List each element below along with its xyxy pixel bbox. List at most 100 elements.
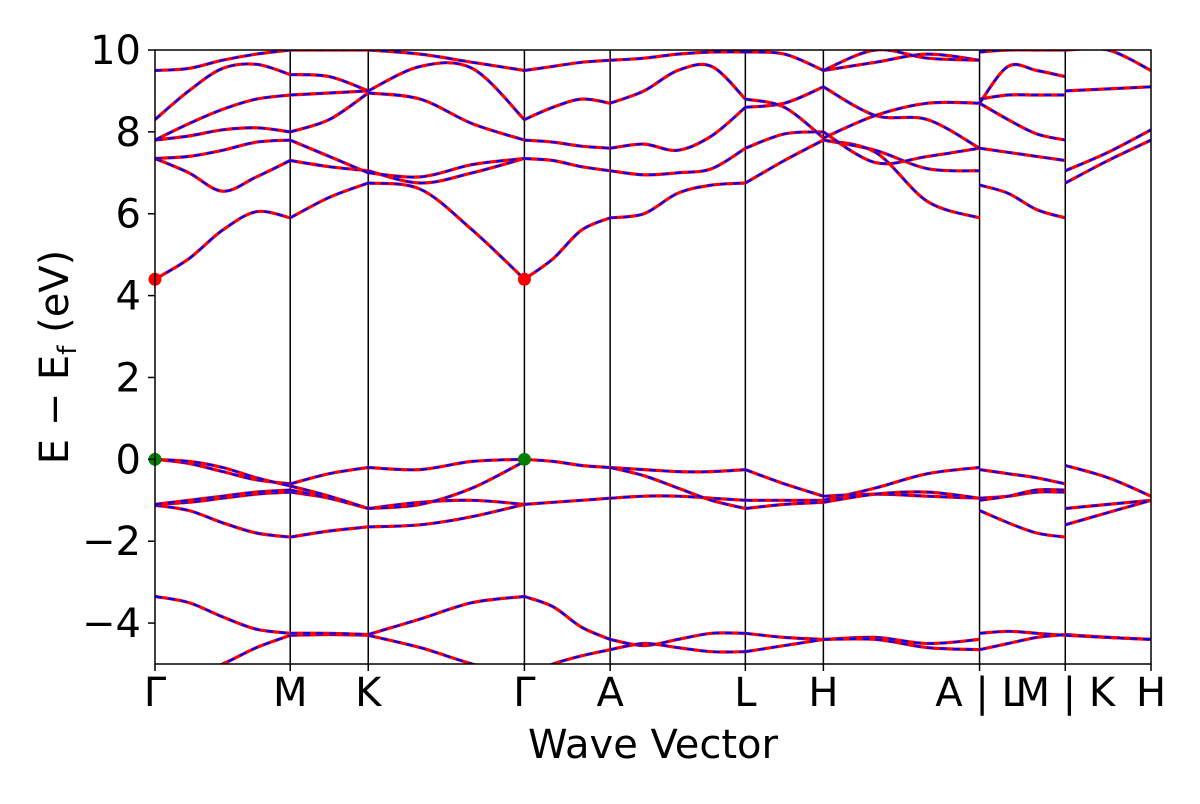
band-line	[289, 91, 370, 134]
band-line-overlay	[367, 634, 477, 664]
band-line-overlay	[290, 525, 369, 539]
y-axis-label: E − Ef (eV)	[32, 250, 83, 465]
band-line-overlay	[155, 491, 291, 506]
y-tick-label: 6	[116, 192, 141, 238]
band-line	[523, 594, 611, 641]
band-line-overlay	[1065, 634, 1151, 641]
band-line	[979, 183, 1066, 220]
band-line	[609, 106, 747, 153]
band-line-overlay	[289, 92, 369, 133]
x-tick-label: Γ	[513, 670, 536, 716]
band-line	[609, 181, 746, 220]
band-line-overlay	[745, 85, 824, 109]
band-line	[155, 209, 291, 281]
band-line-overlay	[368, 503, 525, 528]
band-line-overlay	[745, 501, 824, 510]
band-line	[822, 85, 981, 150]
x-tick-label: A | L	[935, 670, 1024, 716]
band-line-overlay	[610, 466, 746, 473]
band-line-overlay	[524, 497, 611, 506]
plot-frame	[154, 49, 1152, 665]
band-line-overlay	[155, 595, 291, 635]
band-line-overlay	[155, 210, 291, 281]
band-line-overlay	[290, 632, 369, 636]
band-line-overlay	[155, 458, 291, 487]
band-line	[1064, 138, 1151, 185]
x-axis: Γ M K Γ A L H A | LM | K H	[144, 664, 1166, 716]
band-line-overlay	[368, 458, 525, 471]
y-axis-label-unit: (eV)	[32, 250, 78, 346]
band-line-overlay	[823, 636, 980, 645]
band-line-overlay	[823, 493, 980, 500]
band-line-overlay	[523, 97, 611, 121]
band-line-overlay	[367, 595, 525, 636]
band-line	[155, 62, 291, 121]
band-line	[1065, 50, 1151, 72]
band-line	[609, 62, 747, 105]
x-tick-label: M | K	[1015, 670, 1116, 716]
band-line-overlay	[368, 157, 525, 179]
band-line-overlay	[1065, 464, 1151, 498]
band-line-overlay	[155, 458, 291, 485]
x-axis-label: Wave Vector	[528, 722, 779, 768]
band-line-overlay	[367, 61, 526, 121]
x-tick-label: L	[734, 670, 757, 716]
band-line	[155, 503, 291, 539]
band-line-overlay	[289, 484, 369, 510]
band-line	[745, 85, 825, 109]
band-line-overlay	[610, 494, 746, 502]
y-tick-label: 8	[116, 110, 141, 156]
band-line-overlay	[1065, 50, 1151, 72]
band-line	[978, 101, 1066, 142]
band-line	[823, 138, 980, 173]
band-line-overlay	[979, 184, 1066, 219]
band-line-overlay	[822, 85, 981, 150]
y-tick-label: 2	[116, 355, 141, 401]
band-line-overlay	[823, 139, 980, 172]
band-line-overlay	[368, 50, 525, 72]
band-line-overlay	[368, 460, 525, 510]
x-tick-label: A	[596, 670, 624, 716]
band-line-overlay	[155, 50, 291, 72]
band-line	[368, 181, 526, 281]
band-line-overlay	[978, 102, 1066, 142]
band-line	[1064, 463, 1151, 498]
band-line	[155, 157, 291, 193]
band-line	[367, 594, 525, 637]
band-line-overlay	[155, 504, 291, 539]
x-tick-label: K	[355, 670, 383, 716]
band-line-overlay	[609, 642, 746, 654]
band-line-overlay	[219, 634, 291, 664]
band-line	[523, 97, 611, 122]
band-line-overlay	[1064, 128, 1151, 172]
band-line-overlay	[289, 466, 369, 485]
band-line-overlay	[978, 63, 1066, 104]
band-line-overlay	[1065, 499, 1151, 526]
band-line	[155, 594, 291, 635]
band-line-overlay	[822, 101, 980, 140]
band-line-overlay	[822, 130, 980, 165]
band-line-overlay	[823, 490, 980, 504]
band-line-overlay	[744, 139, 824, 184]
band-line-overlay	[155, 93, 291, 142]
x-tick-label: M	[273, 670, 308, 716]
band-line-overlay	[368, 499, 525, 510]
band-line-overlay	[609, 147, 746, 176]
band-line-overlay	[524, 139, 611, 150]
band-line-overlay	[979, 509, 1066, 539]
band-line-overlay	[609, 181, 746, 219]
band-lines	[155, 50, 1151, 664]
band-line	[524, 156, 611, 173]
band-line-overlay	[979, 147, 1066, 162]
band-line-overlay	[823, 637, 980, 651]
extrema-markers	[148, 272, 531, 466]
x-tick-label: H	[808, 670, 838, 716]
band-line-overlay	[368, 181, 526, 281]
band-line	[979, 50, 1066, 54]
band-line-overlay	[289, 139, 369, 174]
band-line	[978, 509, 1066, 539]
band-line-overlay	[822, 50, 980, 72]
y-tick-label: −2	[82, 519, 141, 565]
band-line-overlay	[745, 50, 824, 72]
